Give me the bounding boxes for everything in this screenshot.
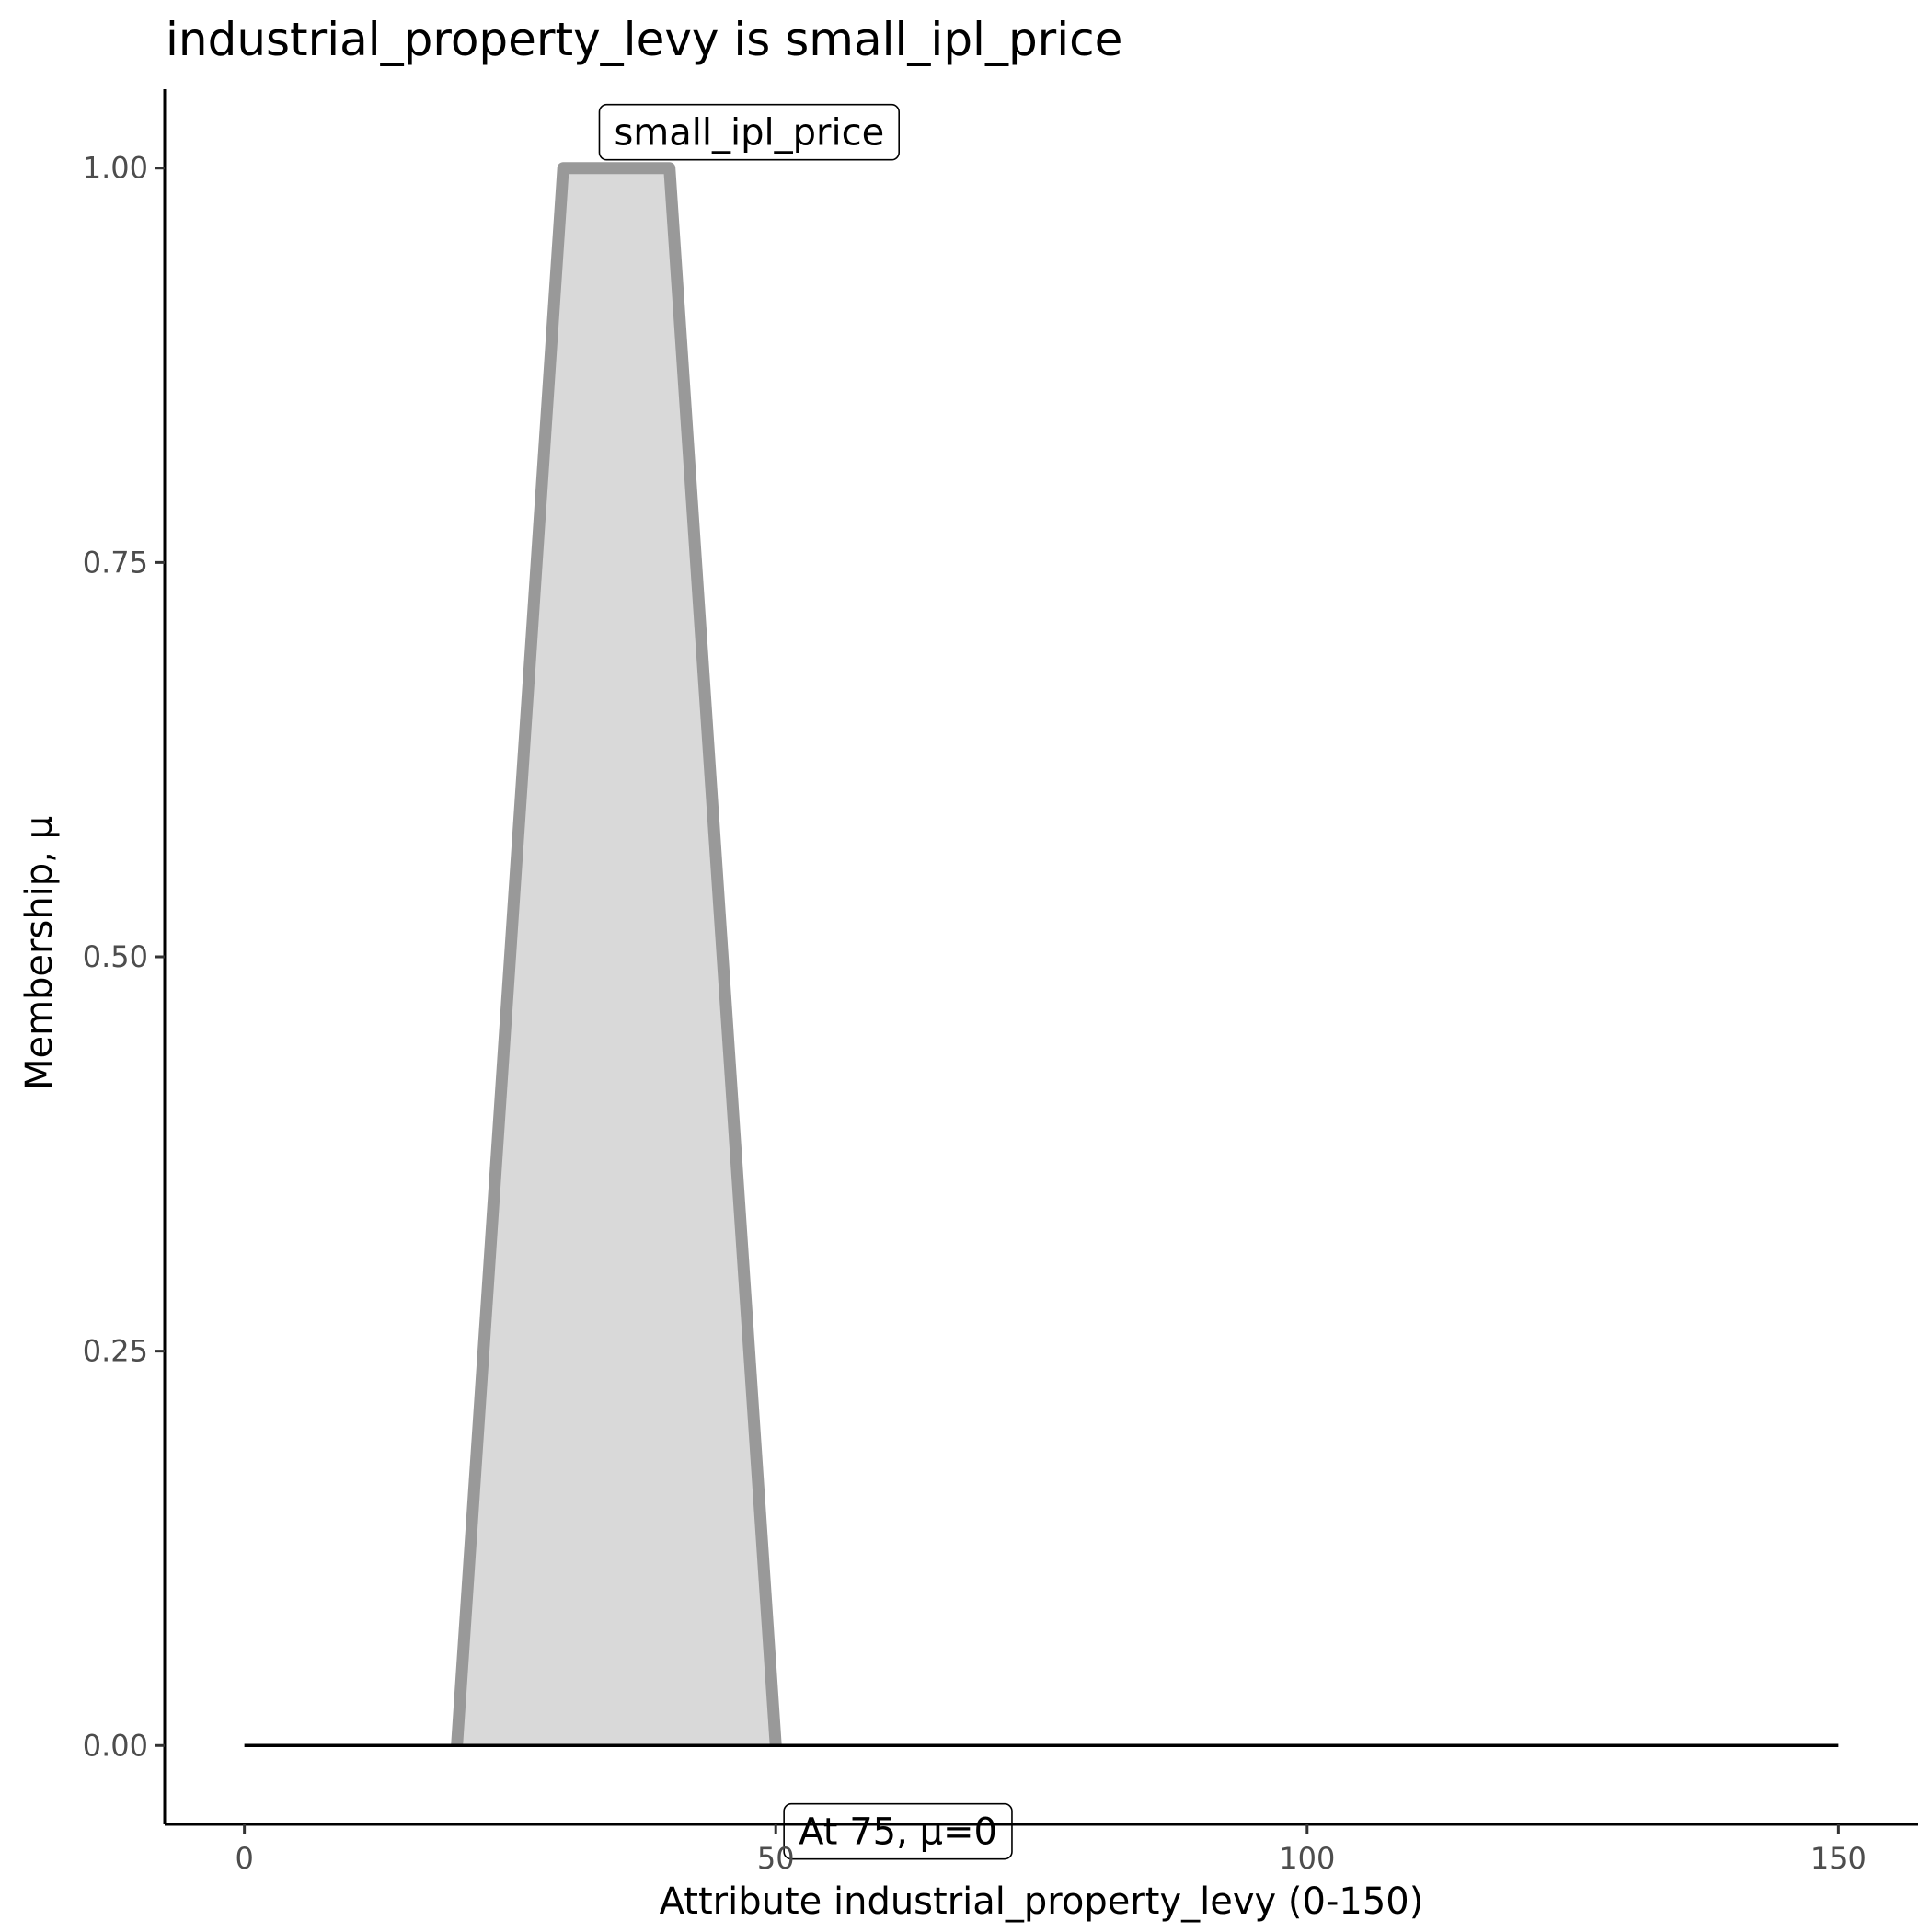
series-name-label: small_ipl_price xyxy=(598,103,900,161)
chart-title: industrial_property_levy is small_ipl_pr… xyxy=(166,13,1122,66)
y-tick-label: 0.50 xyxy=(83,939,148,974)
annotation-text: At 75, μ=0 xyxy=(799,1811,997,1854)
y-tick-label: 0.00 xyxy=(83,1728,148,1763)
y-tick-label: 0.25 xyxy=(83,1334,148,1369)
annotation-box xyxy=(783,1802,1013,1860)
x-tick-label: 0 xyxy=(235,1841,253,1876)
membership-line xyxy=(451,162,782,1746)
x-tick-label: 100 xyxy=(1279,1841,1335,1876)
value-readout-label: At 75, μ=0 xyxy=(783,1802,1013,1860)
annotation-text: small_ipl_price xyxy=(614,112,884,155)
x-axis-label: Attribute industrial_property_levy (0-15… xyxy=(660,1880,1424,1923)
ticks: 0 50 100 150 0.00 0.25 0.50 0.75 1.00 xyxy=(83,151,1867,1876)
y-tick-label: 0.75 xyxy=(83,545,148,580)
plot-area: small_ipl_price At 75, μ=0 xyxy=(244,103,1839,1860)
x-tick-label: 50 xyxy=(757,1841,795,1876)
axes xyxy=(163,89,1918,1826)
y-tick-label: 1.00 xyxy=(83,151,148,186)
x-tick-label: 150 xyxy=(1811,1841,1867,1876)
y-axis-label: Membership, μ xyxy=(18,816,61,1090)
annotation-box xyxy=(598,103,900,161)
